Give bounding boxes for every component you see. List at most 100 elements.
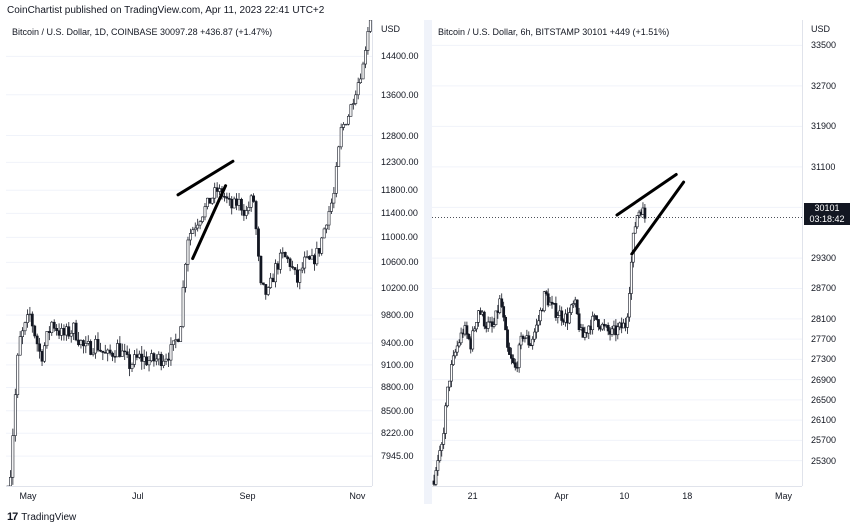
trendline-drawing[interactable] (191, 184, 228, 261)
candle (568, 307, 571, 325)
candle (361, 61, 365, 80)
price-tick-label: 9100.00 (381, 359, 414, 370)
chart-left[interactable]: Bitcoin / U.S. Dollar, 1D, COINBASE 3009… (6, 20, 372, 486)
candle (477, 310, 480, 327)
candle (327, 206, 331, 231)
candle (527, 331, 531, 348)
price-tick-label: 27300 (811, 354, 837, 365)
last-price-value: 30101 (814, 203, 840, 213)
candle (325, 224, 328, 234)
price-tick-label: 28100 (811, 313, 837, 324)
candle (616, 322, 620, 340)
candle (504, 315, 507, 331)
candle (16, 353, 20, 399)
candle (629, 256, 633, 300)
candle (471, 326, 475, 352)
candle (164, 353, 168, 365)
candle (244, 205, 248, 220)
candle (47, 326, 51, 341)
footer: 17 TradingView (7, 511, 76, 523)
candle (626, 313, 629, 334)
candle (442, 427, 446, 449)
candle (174, 333, 178, 349)
candle (235, 193, 238, 211)
candle (62, 324, 66, 341)
candle (467, 333, 471, 341)
candle (554, 296, 558, 321)
candle (556, 311, 560, 324)
candle (230, 196, 234, 215)
price-tick-label: 26500 (811, 394, 837, 405)
candle (475, 321, 478, 333)
candle (313, 253, 316, 271)
candle (448, 380, 451, 392)
candle (91, 347, 95, 357)
candle (52, 319, 56, 332)
candle (74, 319, 78, 342)
candle (137, 350, 141, 360)
price-tick-label: 12800.00 (381, 130, 419, 141)
candle (610, 325, 614, 337)
candle (349, 103, 353, 117)
candle (444, 402, 448, 440)
candle (254, 199, 258, 236)
candle (77, 331, 80, 347)
candle (531, 336, 535, 350)
chart-left-legend: Bitcoin / U.S. Dollar, 1D, COINBASE 3009… (12, 27, 273, 37)
publisher-line: CoinChartist published on TradingView.co… (7, 5, 325, 16)
candle (298, 269, 302, 290)
price-tick-label: 33500 (811, 40, 837, 51)
candle (356, 77, 360, 100)
chart-right-price-axis[interactable]: USD 335003270031900311003030029300287002… (802, 20, 855, 486)
candle (521, 334, 525, 342)
candle (179, 325, 183, 342)
candle (455, 340, 459, 356)
chart-left-time-axis[interactable]: May Jul Sep Nov (6, 486, 372, 505)
candle (293, 267, 297, 275)
candle (438, 445, 442, 463)
last-price-badge: 30101 03:18:42 (804, 203, 850, 225)
candle (508, 342, 511, 355)
pane-separator[interactable] (424, 20, 432, 504)
candle (351, 98, 355, 110)
candle (473, 326, 477, 332)
candle (300, 262, 304, 274)
candle (261, 282, 265, 286)
candle (247, 201, 251, 215)
candle (249, 194, 253, 212)
candle (72, 322, 76, 340)
trendline-drawing[interactable] (630, 180, 686, 256)
candle (64, 323, 68, 341)
candle (79, 339, 83, 349)
candle (252, 193, 256, 203)
candle (237, 193, 241, 211)
time-tick-label: Sep (239, 491, 256, 501)
candle (188, 228, 192, 246)
price-tick-label: 25700 (811, 435, 837, 446)
candle (459, 327, 463, 345)
chart-right[interactable]: Bitcoin / U.S. Dollar, 6h, BITSTAMP 3010… (432, 20, 802, 486)
price-tick-label: 9400.00 (381, 338, 414, 349)
candle (308, 255, 311, 261)
candle (26, 309, 29, 328)
candle (208, 197, 212, 204)
candle (133, 350, 136, 368)
candle (334, 162, 338, 198)
chart-left-price-axis[interactable]: USD 14400.00 13600.00 12800.00 12300.00 1180… (372, 20, 425, 486)
price-tick-label: 31100 (811, 161, 836, 172)
candle (482, 310, 486, 330)
price-tick-label: 26900 (811, 374, 837, 385)
candle (492, 317, 496, 329)
candle (537, 314, 540, 332)
candle (145, 351, 149, 367)
trendline-drawing[interactable] (176, 159, 235, 197)
trendline-drawing[interactable] (615, 172, 678, 217)
price-tick-label: 31900 (811, 121, 837, 132)
candle (310, 248, 314, 260)
candle (162, 355, 166, 369)
candle (21, 327, 24, 345)
candle (152, 352, 156, 367)
chart-right-time-axis[interactable]: 21 Apr 10 18 May (432, 486, 802, 505)
candle (451, 350, 455, 366)
candle (259, 255, 263, 286)
